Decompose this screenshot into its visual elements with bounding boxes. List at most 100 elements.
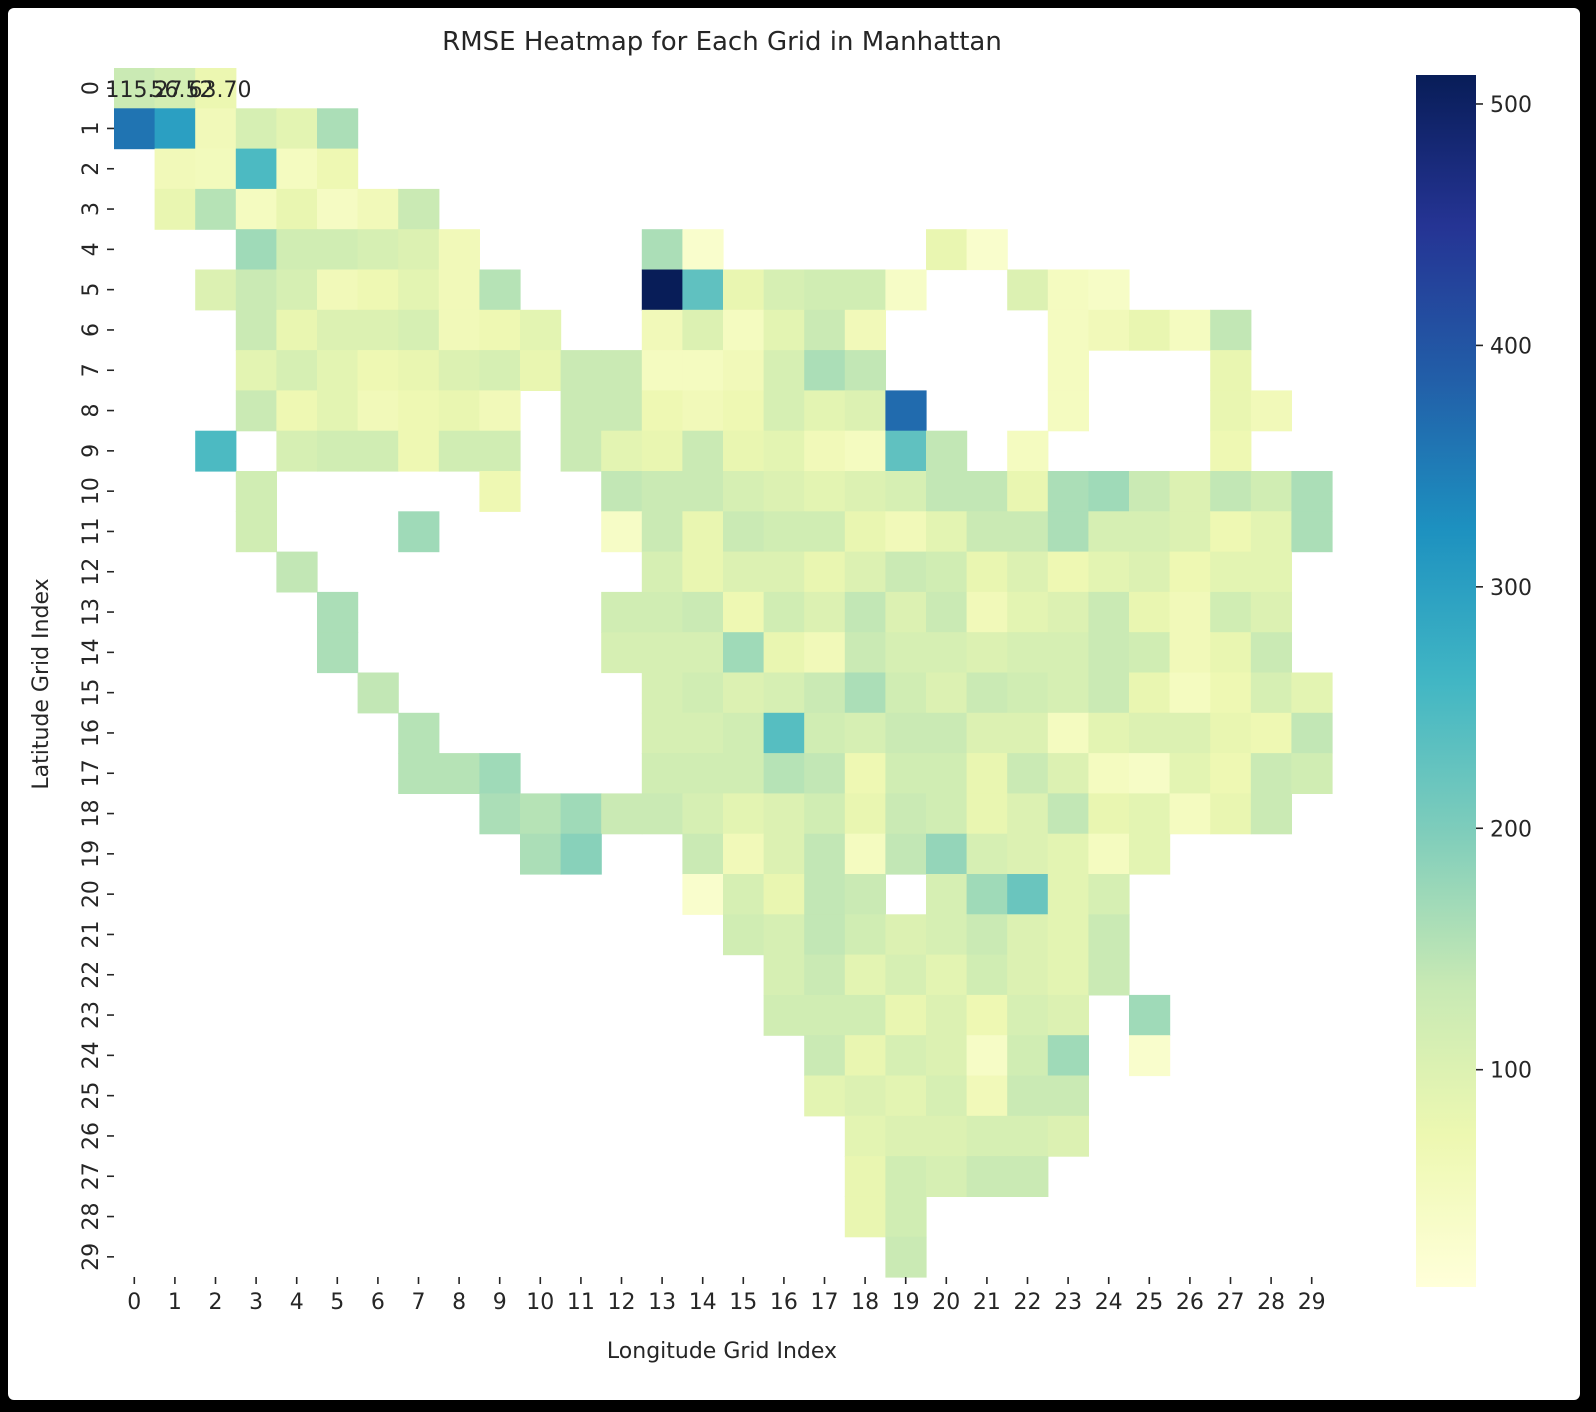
heatmap-cell <box>885 511 927 553</box>
heatmap-cell <box>1129 511 1171 553</box>
y-tick-label: 7 <box>79 363 104 377</box>
heatmap-cell <box>1007 1156 1049 1197</box>
x-axis: 0 1 2 3 4 5 6 7 8 9 10 11 12 13 14 15 16 17 18 19 20 21 22 23 24… <box>127 1277 1326 1315</box>
y-tick-label: 15 <box>79 679 104 707</box>
heatmap-cell <box>479 309 521 351</box>
heatmap-cell <box>1169 753 1211 794</box>
heatmap-cell <box>682 430 724 472</box>
colorbar-tick-label: 100 <box>1490 1059 1532 1084</box>
heatmap-cell <box>966 551 1008 593</box>
y-tick-label: 22 <box>79 961 104 989</box>
heatmap-cell <box>763 390 805 432</box>
heatmap-cell <box>641 591 683 633</box>
heatmap-cell <box>723 632 765 674</box>
heatmap-cell <box>641 511 683 553</box>
heatmap-cell <box>966 914 1008 956</box>
heatmap-cell <box>1047 672 1089 714</box>
cell-annotation: 56.52 <box>151 78 214 103</box>
heatmap-cell <box>844 914 886 956</box>
heatmap-cell <box>804 471 846 512</box>
heatmap-cell <box>438 229 480 271</box>
y-tick-label: 18 <box>79 800 104 828</box>
heatmap-cell <box>1291 712 1333 754</box>
heatmap-cell <box>885 551 927 593</box>
heatmap-cell <box>357 672 399 714</box>
heatmap-cell <box>1047 1035 1089 1077</box>
heatmap-cell <box>682 753 724 794</box>
heatmap-cell <box>682 591 724 633</box>
heatmap-cell <box>723 309 765 351</box>
heatmap-cell <box>885 1236 927 1278</box>
x-tick-label: 21 <box>973 1290 1001 1315</box>
x-tick-label: 24 <box>1095 1290 1123 1315</box>
heatmap-cell <box>682 269 724 311</box>
heatmap-cell <box>438 309 480 351</box>
heatmap-cell <box>763 994 805 1036</box>
heatmap-cell <box>641 390 683 432</box>
heatmap-cell <box>844 430 886 472</box>
y-tick-label: 27 <box>79 1162 104 1190</box>
heatmap-cell <box>641 672 683 714</box>
heatmap-cell <box>844 753 886 794</box>
heatmap-cell <box>276 148 318 190</box>
heatmap-cell <box>723 753 765 794</box>
heatmap-cell <box>317 350 359 391</box>
heatmap-cell <box>1169 309 1211 351</box>
heatmap-cell <box>1250 511 1292 553</box>
y-tick-label: 28 <box>79 1203 104 1231</box>
heatmap-cell <box>317 269 359 311</box>
heatmap-cell <box>1129 551 1171 593</box>
heatmap-cell <box>763 269 805 311</box>
heatmap-cell <box>926 632 968 674</box>
heatmap-cell <box>438 753 480 794</box>
x-tick-label: 8 <box>452 1290 466 1315</box>
heatmap-cell <box>195 188 237 230</box>
heatmap-cell <box>723 471 765 512</box>
heatmap-cell <box>1007 1115 1049 1157</box>
heatmap-cell <box>1047 551 1089 593</box>
heatmap-cell <box>1210 309 1252 351</box>
heatmap-cell <box>1047 874 1089 915</box>
y-tick-label: 24 <box>79 1041 104 1069</box>
heatmap-cell <box>926 712 968 754</box>
heatmap-cell <box>357 430 399 472</box>
heatmap-cell <box>682 793 724 835</box>
heatmap-cell <box>1007 712 1049 754</box>
x-tick-label: 12 <box>608 1290 636 1315</box>
heatmap-cell <box>926 753 968 794</box>
heatmap-cell <box>1088 471 1130 512</box>
heatmap-cell <box>641 793 683 835</box>
heatmap-cell <box>804 350 846 391</box>
heatmap-cell <box>723 793 765 835</box>
heatmap-cell <box>520 309 562 351</box>
chart-title: RMSE Heatmap for Each Grid in Manhattan <box>442 27 1002 57</box>
heatmap-cell <box>885 390 927 432</box>
heatmap-cell <box>966 511 1008 553</box>
heatmap-cell <box>844 1075 886 1117</box>
heatmap-cell <box>1250 591 1292 633</box>
heatmap-cell <box>1291 753 1333 794</box>
heatmap-cell <box>276 188 318 230</box>
heatmap-cell <box>560 390 602 432</box>
heatmap-cell <box>1210 471 1252 512</box>
heatmap-cell <box>438 350 480 391</box>
heatmap-cell <box>1129 632 1171 674</box>
heatmap-cell <box>804 672 846 714</box>
heatmap-cell <box>763 712 805 754</box>
heatmap-cell <box>560 430 602 472</box>
heatmap-cell <box>682 471 724 512</box>
heatmap-cell <box>763 551 805 593</box>
heatmap-cell <box>763 793 805 835</box>
heatmap-cell <box>723 390 765 432</box>
heatmap-cell <box>317 148 359 190</box>
heatmap-cell <box>601 591 643 633</box>
heatmap-cell <box>844 1035 886 1077</box>
heatmap-cell <box>1129 753 1171 794</box>
heatmap-cell <box>804 309 846 351</box>
x-tick-label: 27 <box>1217 1290 1245 1315</box>
x-tick-label: 6 <box>371 1290 385 1315</box>
heatmap-cell <box>601 793 643 835</box>
heatmap-cell <box>1129 471 1171 512</box>
heatmap-cell <box>1129 833 1171 875</box>
heatmap-cell <box>763 833 805 875</box>
